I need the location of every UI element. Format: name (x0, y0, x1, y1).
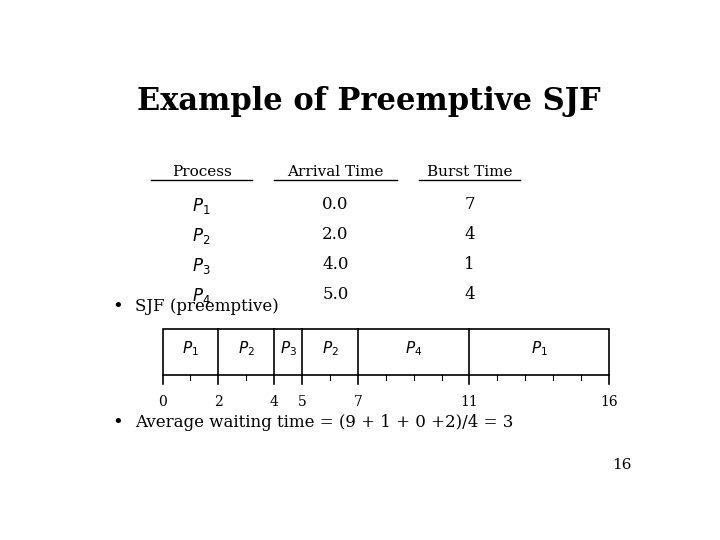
Text: $P_{4}$: $P_{4}$ (192, 286, 211, 306)
Text: $P_{2}$: $P_{2}$ (322, 339, 338, 357)
Text: $P_{3}$: $P_{3}$ (192, 255, 211, 275)
Text: 11: 11 (461, 395, 478, 409)
Text: Example of Preemptive SJF: Example of Preemptive SJF (138, 85, 600, 117)
Text: Arrival Time: Arrival Time (287, 165, 384, 179)
Text: $P_{1}$: $P_{1}$ (192, 196, 211, 216)
Text: 2: 2 (214, 395, 222, 409)
Text: •: • (112, 298, 123, 316)
Text: Burst Time: Burst Time (427, 165, 512, 179)
Text: 0: 0 (158, 395, 167, 409)
Text: 1: 1 (464, 255, 474, 273)
Text: $P_{3}$: $P_{3}$ (279, 339, 297, 357)
Text: 4: 4 (464, 226, 474, 242)
Text: 16: 16 (600, 395, 618, 409)
Text: 0.0: 0.0 (323, 196, 348, 213)
Text: 4: 4 (464, 286, 474, 302)
Text: 7: 7 (354, 395, 362, 409)
Text: $P_{4}$: $P_{4}$ (405, 339, 423, 357)
Text: 5: 5 (297, 395, 307, 409)
Text: •: • (112, 414, 123, 432)
Text: $P_{1}$: $P_{1}$ (531, 339, 548, 357)
Text: 4: 4 (270, 395, 279, 409)
Text: $P_{2}$: $P_{2}$ (192, 226, 211, 246)
Text: SJF (preemptive): SJF (preemptive) (135, 298, 279, 315)
Bar (163, 329, 609, 375)
Text: Process: Process (172, 165, 231, 179)
Text: 5.0: 5.0 (323, 286, 348, 302)
Text: 2.0: 2.0 (323, 226, 348, 242)
Text: 4.0: 4.0 (323, 255, 348, 273)
Text: $P_{1}$: $P_{1}$ (182, 339, 199, 357)
Text: 7: 7 (464, 196, 474, 213)
Text: 16: 16 (612, 458, 631, 472)
Text: Average waiting time = (9 + 1 + 0 +2)/4 = 3: Average waiting time = (9 + 1 + 0 +2)/4 … (135, 414, 513, 431)
Text: $P_{2}$: $P_{2}$ (238, 339, 255, 357)
